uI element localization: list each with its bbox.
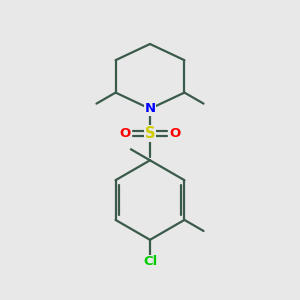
Text: N: N [144, 102, 156, 115]
Text: Cl: Cl [143, 255, 157, 268]
Text: O: O [120, 127, 131, 140]
Text: O: O [169, 127, 180, 140]
Text: S: S [145, 126, 155, 141]
